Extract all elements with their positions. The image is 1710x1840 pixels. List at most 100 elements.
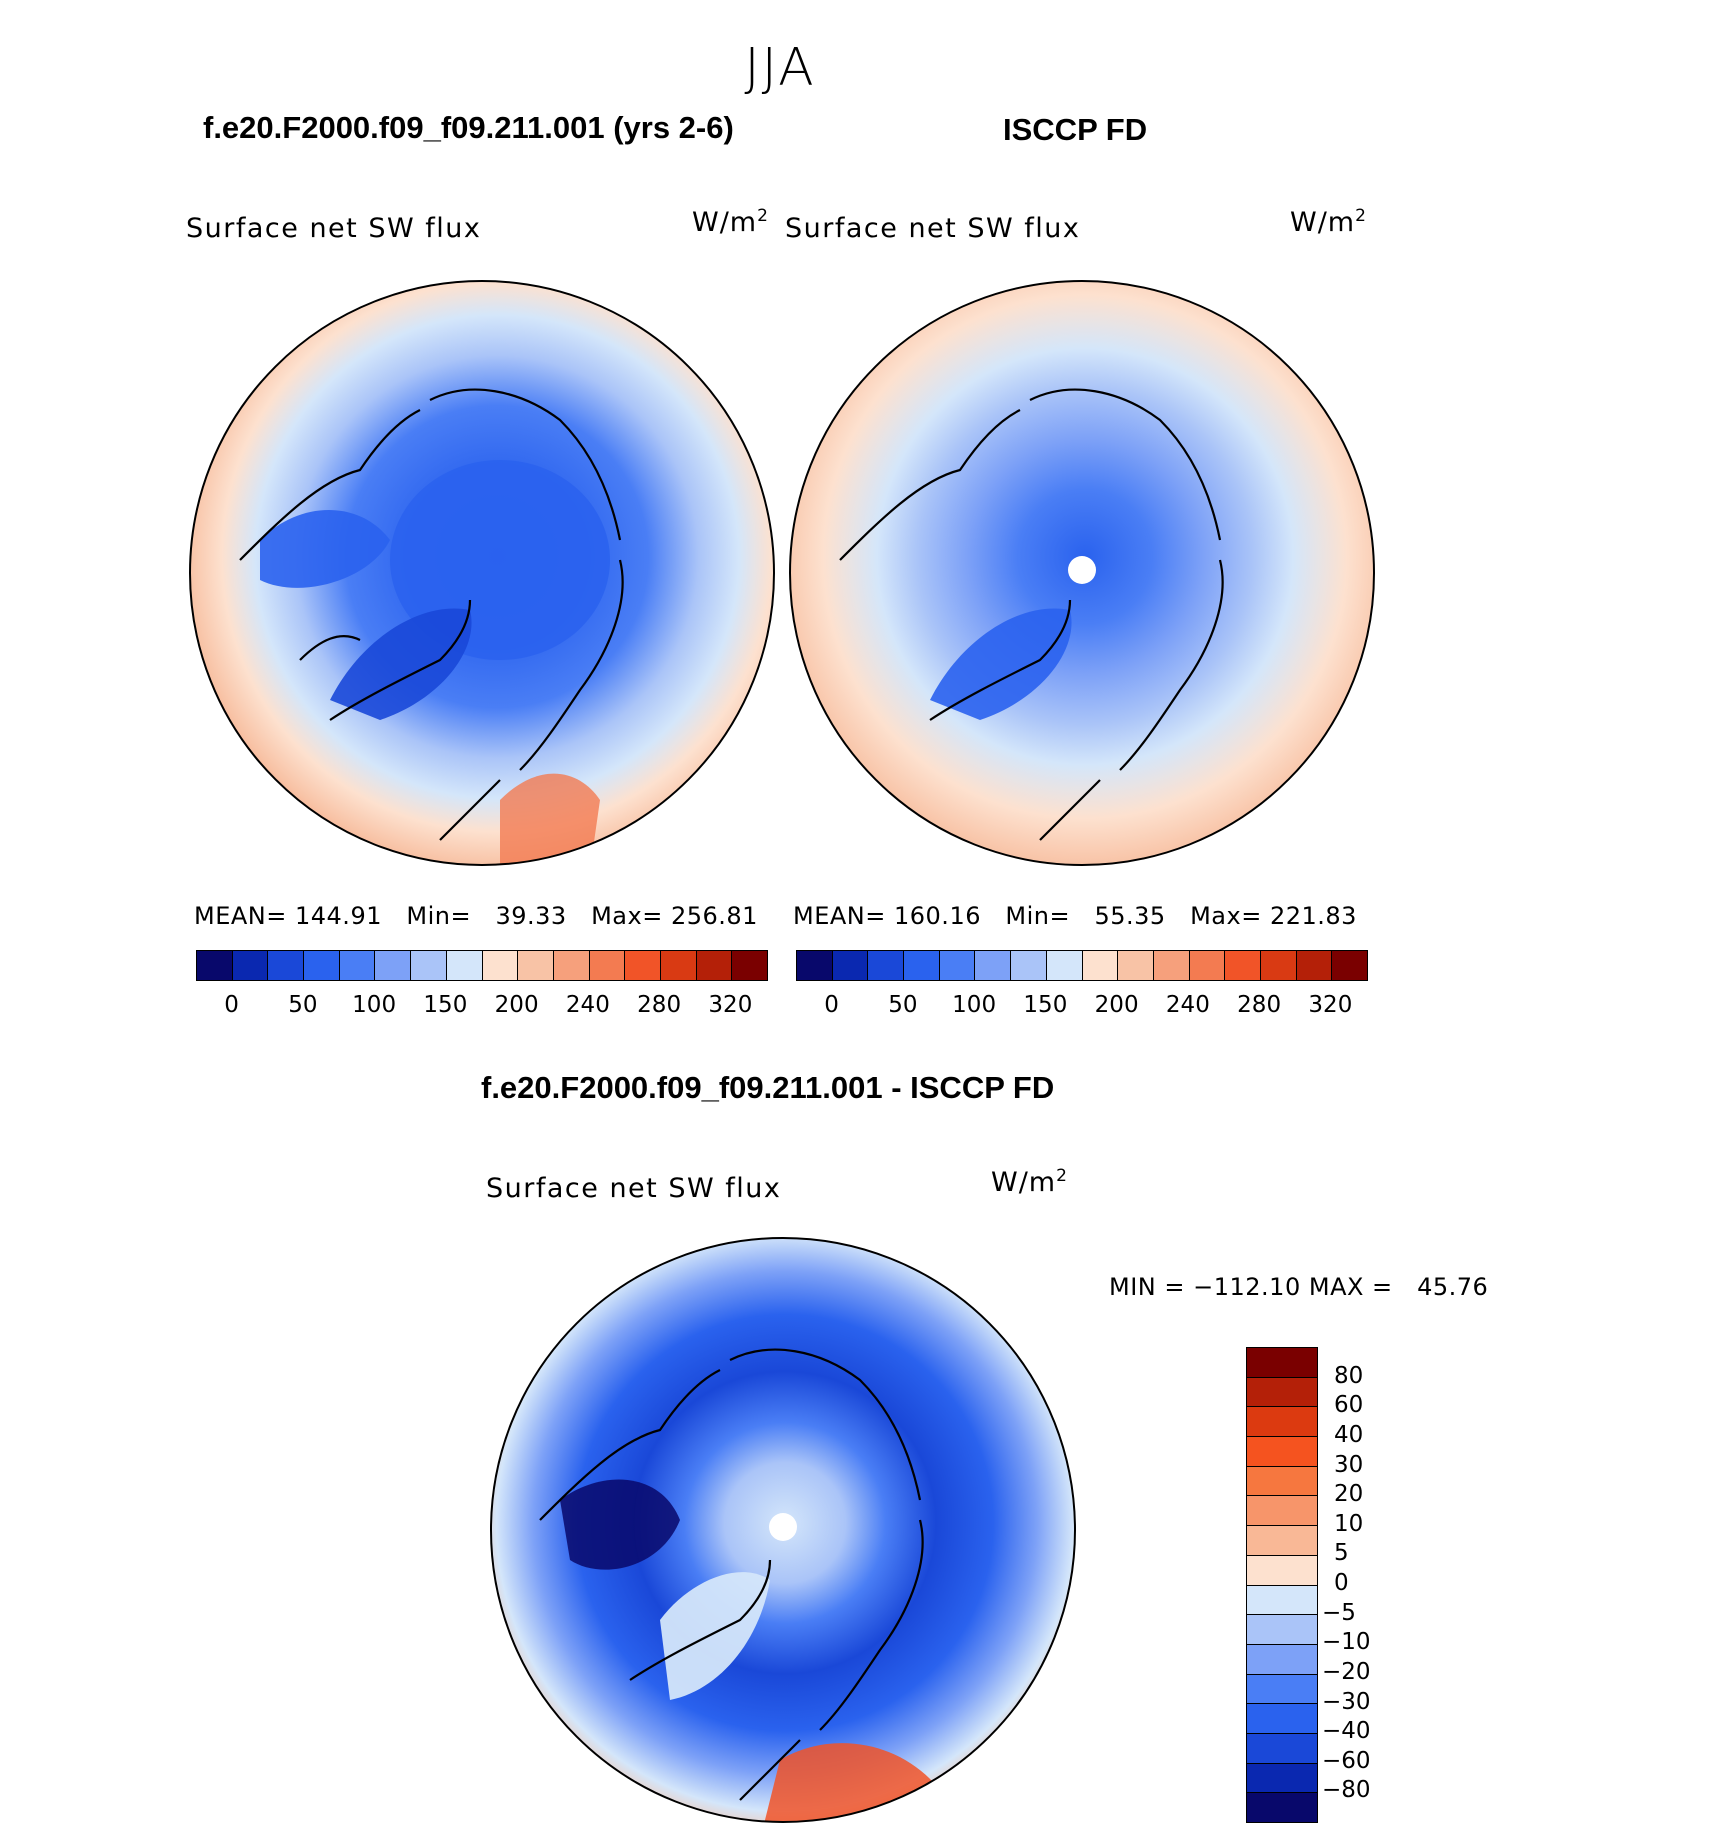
colorbar-tick-label: 0 xyxy=(824,992,839,1018)
panel2-title: ISCCP FD xyxy=(1003,112,1148,147)
colorbar-tick-label: 50 xyxy=(888,992,918,1018)
colorbar-swatch xyxy=(1247,1526,1317,1556)
colorbar-swatch xyxy=(1247,1437,1317,1467)
colorbar-swatch xyxy=(339,951,376,980)
colorbar-tick-label: 200 xyxy=(494,992,539,1018)
panel1-title: f.e20.F2000.f09_f09.211.001 (yrs 2-6) xyxy=(203,110,734,145)
colorbar-tick-label: 0 xyxy=(1334,1570,1349,1596)
colorbar-tick-label: −20 xyxy=(1322,1658,1371,1685)
panel2-variable: Surface net SW flux xyxy=(785,213,1081,244)
diff-pole-hole xyxy=(769,1513,797,1541)
colorbar-swatch xyxy=(1247,1496,1317,1527)
colorbar-tick-label: 100 xyxy=(352,992,397,1018)
colorbar-tick-label: 30 xyxy=(1334,1451,1364,1478)
colorbar-tick-label: 100 xyxy=(952,992,997,1018)
colorbar-swatch xyxy=(1189,951,1226,980)
colorbar-swatch xyxy=(732,951,767,980)
colorbar-swatch xyxy=(1153,951,1190,980)
colorbar-swatch xyxy=(197,951,233,980)
panel2-stats: MEAN= 160.16 Min= 55.35 Max= 221.83 xyxy=(793,902,1357,930)
colorbar-tick-label: 320 xyxy=(708,992,753,1018)
colorbar-swatch xyxy=(1247,1733,1317,1764)
panel1-europe-high xyxy=(500,773,600,865)
colorbar-swatch xyxy=(375,951,412,980)
colorbar-swatch xyxy=(232,951,269,980)
colorbar-swatch xyxy=(797,951,833,980)
diff-europe-high xyxy=(760,1743,940,1822)
colorbar-swatch xyxy=(975,951,1012,980)
colorbar-tick-label: −30 xyxy=(1322,1688,1371,1715)
panel1-arctic-low xyxy=(390,460,610,660)
colorbar-swatch xyxy=(1247,1555,1317,1586)
panel1-canada-low xyxy=(260,510,390,588)
colorbar-swatch xyxy=(1046,951,1083,980)
colorbar-swatch xyxy=(1247,1348,1317,1378)
colorbar-swatch xyxy=(1332,951,1367,980)
colorbar-swatch xyxy=(1225,951,1261,980)
colorbar-tick-label: 280 xyxy=(637,992,682,1018)
colorbar-swatch xyxy=(1247,1407,1317,1438)
colorbar-tick-label: 50 xyxy=(288,992,318,1018)
panel2-greenland-low xyxy=(930,608,1072,720)
colorbar-swatch xyxy=(904,951,940,980)
colorbar-swatch xyxy=(660,951,697,980)
colorbar-swatch xyxy=(1247,1644,1317,1675)
colorbar-swatch xyxy=(1247,1377,1317,1408)
colorbar-tick-label: 200 xyxy=(1094,992,1139,1018)
panel2-colorbar xyxy=(796,950,1368,981)
diff-title: f.e20.F2000.f09_f09.211.001 - ISCCP FD xyxy=(481,1070,1055,1105)
colorbar-swatch xyxy=(1082,951,1119,980)
diff-coastlines xyxy=(539,1348,924,1801)
colorbar-swatch xyxy=(482,951,519,980)
colorbar-tick-label: −80 xyxy=(1322,1777,1371,1804)
colorbar-swatch xyxy=(1260,951,1297,980)
colorbar-swatch xyxy=(696,951,733,980)
colorbar-swatch xyxy=(1118,951,1154,980)
colorbar-swatch xyxy=(1011,951,1047,980)
diff-colorbar xyxy=(1246,1347,1318,1823)
panel1-variable: Surface net SW flux xyxy=(186,213,482,244)
colorbar-tick-label: 240 xyxy=(565,992,610,1018)
colorbar-swatch xyxy=(868,951,905,980)
colorbar-swatch xyxy=(589,951,626,980)
colorbar-swatch xyxy=(1247,1674,1317,1705)
panel2-coastlines xyxy=(839,388,1224,841)
colorbar-swatch xyxy=(553,951,590,980)
diff-greenland-high xyxy=(660,1572,770,1700)
panel1-stats: MEAN= 144.91 Min= 39.33 Max= 256.81 xyxy=(194,902,758,930)
colorbar-tick-label: 320 xyxy=(1308,992,1353,1018)
diff-variable: Surface net SW flux xyxy=(486,1173,782,1204)
panel2-units: W/m2 xyxy=(1290,206,1367,238)
colorbar-swatch xyxy=(304,951,340,980)
panel1-colorbar xyxy=(196,950,768,981)
colorbar-swatch xyxy=(939,951,976,980)
diff-minmax: MIN = −112.10 MAX = 45.76 xyxy=(1109,1273,1489,1301)
colorbar-tick-label: −5 xyxy=(1322,1599,1356,1626)
colorbar-tick-label: 240 xyxy=(1165,992,1210,1018)
colorbar-swatch xyxy=(1296,951,1333,980)
colorbar-tick-label: 20 xyxy=(1334,1481,1364,1508)
colorbar-swatch xyxy=(1247,1704,1317,1734)
panel2-pole-hole xyxy=(1068,556,1096,584)
colorbar-tick-label: 10 xyxy=(1334,1510,1364,1537)
colorbar-tick-label: 5 xyxy=(1334,1540,1349,1567)
season-title: JJA xyxy=(744,38,816,98)
colorbar-tick-label: 150 xyxy=(1023,992,1068,1018)
colorbar-tick-label: −40 xyxy=(1322,1718,1371,1745)
diff-units: W/m2 xyxy=(991,1166,1068,1198)
colorbar-swatch xyxy=(446,951,483,980)
panel1-greenland-low xyxy=(330,608,472,720)
diff-canada-low xyxy=(560,1479,680,1570)
colorbar-swatch xyxy=(625,951,661,980)
panel1-units: W/m2 xyxy=(692,206,769,238)
colorbar-swatch xyxy=(518,951,554,980)
colorbar-swatch xyxy=(1247,1763,1317,1794)
colorbar-swatch xyxy=(411,951,447,980)
colorbar-tick-label: 280 xyxy=(1237,992,1282,1018)
colorbar-tick-label: 80 xyxy=(1334,1362,1364,1389)
colorbar-tick-label: −60 xyxy=(1322,1747,1371,1774)
colorbar-swatch xyxy=(268,951,305,980)
colorbar-tick-label: 0 xyxy=(224,992,239,1018)
colorbar-swatch xyxy=(1247,1585,1317,1616)
colorbar-swatch xyxy=(1247,1615,1317,1645)
